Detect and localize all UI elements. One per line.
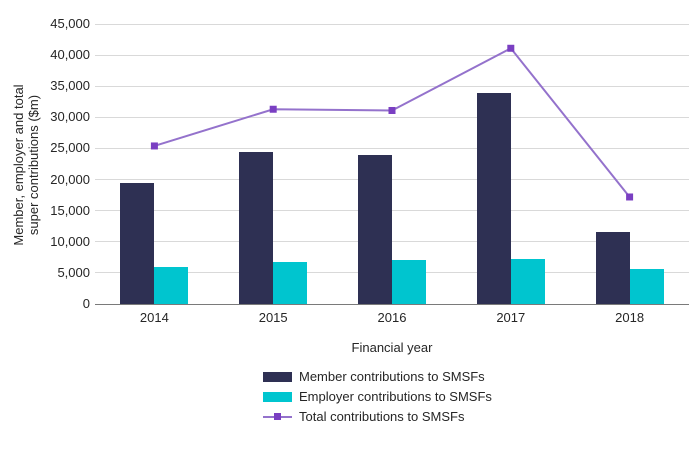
x-tick-label-2016: 2016	[377, 310, 407, 325]
y-tick-label: 15,000	[50, 202, 90, 218]
employer-bar-2015	[273, 261, 308, 304]
total-marker-2015	[269, 105, 277, 113]
gridline	[95, 54, 689, 56]
x-axis-line	[95, 304, 689, 305]
total-marker-2016	[388, 106, 396, 114]
x-tick-label-2014: 2014	[139, 310, 169, 325]
total-line-swatch-icon	[263, 412, 292, 420]
y-tick-label: 5,000	[57, 264, 90, 280]
total-marker-2017	[507, 44, 515, 52]
employer-bar-swatch-icon	[263, 391, 292, 402]
total-line-marker-icon	[274, 412, 281, 420]
y-axis-title: Member, employer and total super contrib…	[11, 17, 43, 313]
gridline	[95, 241, 689, 243]
legend-label-member: Member contributions to SMSFs	[299, 368, 485, 384]
y-tick-label: 20,000	[50, 171, 90, 187]
gridline	[95, 179, 689, 181]
y-tick-label: 45,000	[50, 16, 90, 31]
x-tick-label-2017: 2017	[496, 310, 526, 325]
legend-label-total: Total contributions to SMSFs	[299, 408, 465, 424]
gridline	[95, 210, 689, 212]
member-bar-2017	[476, 93, 511, 304]
employer-bar-2016	[392, 259, 426, 304]
y-tick-label: 30,000	[50, 109, 90, 125]
y-tick-label: 25,000	[50, 140, 90, 156]
member-bar-2015	[239, 151, 274, 304]
legend-item-employer: Employer contributions to SMSFs	[263, 388, 492, 404]
y-tick-label: 35,000	[50, 78, 90, 94]
y-tick-label: 10,000	[50, 233, 90, 249]
x-tick-label-2015: 2015	[258, 310, 288, 325]
employer-bar-2018	[629, 268, 664, 304]
y-axis-title-line1: Member, employer and total	[11, 84, 26, 246]
member-bar-2016	[358, 154, 392, 304]
employer-bar-2017	[510, 259, 545, 304]
x-axis-title: Financial year	[351, 340, 433, 355]
gridline	[95, 116, 689, 118]
legend-label-employer: Employer contributions to SMSFs	[299, 388, 492, 404]
gridline	[95, 147, 689, 149]
employer-bar-2014	[154, 266, 189, 304]
y-tick-label: 40,000	[50, 47, 90, 63]
legend-item-member: Member contributions to SMSFs	[263, 368, 492, 384]
legend: Member contributions to SMSFs Employer c…	[263, 368, 492, 430]
member-bar-swatch-icon	[263, 371, 292, 382]
member-bar-2014	[120, 183, 155, 304]
member-bar-2018	[595, 232, 630, 304]
legend-item-total: Total contributions to SMSFs	[263, 408, 492, 424]
y-tick-label: 0	[82, 296, 90, 311]
x-tick-label-2018: 2018	[615, 310, 645, 325]
gridline	[95, 23, 689, 25]
gridline	[95, 85, 689, 87]
total-marker-2018	[626, 193, 634, 201]
y-axis-title-line2: super contributions ($m)	[26, 94, 41, 236]
